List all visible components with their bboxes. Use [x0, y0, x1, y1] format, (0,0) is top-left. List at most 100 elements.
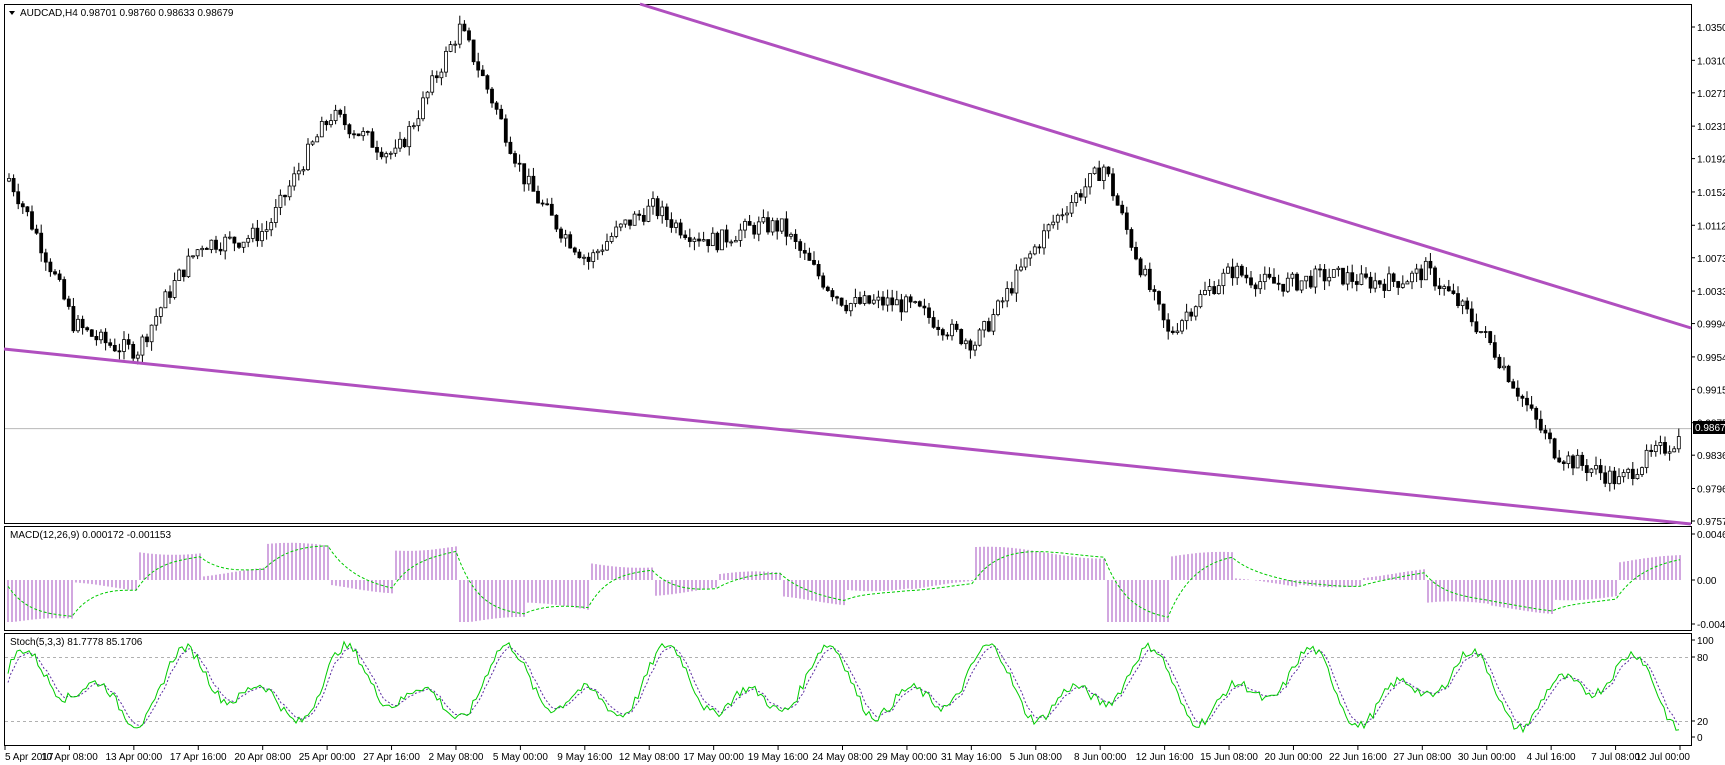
candle-body [20, 203, 25, 208]
candle-body [710, 232, 715, 247]
main-price-pane[interactable] [4, 4, 1692, 524]
candle-body [1083, 186, 1088, 198]
candle-body [34, 228, 39, 234]
candle-body [1396, 281, 1401, 288]
candle-body [1667, 451, 1672, 454]
candle-body [936, 326, 941, 330]
candle-body [986, 321, 991, 332]
candle-body [779, 218, 784, 232]
candle-body [1621, 472, 1626, 478]
candle-body [568, 234, 573, 249]
candle-body [945, 334, 950, 337]
candle-body [1000, 300, 1005, 303]
candle-body [356, 133, 361, 137]
candle-body [894, 299, 899, 306]
macd-tick-label: -0.0046 [1697, 620, 1725, 631]
candle-body [549, 203, 554, 216]
candle-body [678, 222, 683, 236]
macd-pane[interactable] [4, 526, 1692, 631]
candle-body [209, 239, 214, 250]
candle-body [1235, 265, 1240, 279]
candle-body [250, 227, 255, 239]
candle-body [140, 336, 145, 356]
candle-body [16, 191, 21, 205]
candle-body [1014, 269, 1019, 294]
candle-body [30, 211, 34, 230]
candle-body [522, 163, 527, 185]
candle-body [1373, 280, 1378, 289]
candle-body [1276, 282, 1281, 285]
candle-body [1331, 269, 1336, 278]
candle-body [660, 206, 665, 217]
time-tick-label: 17 May 00:00 [683, 752, 744, 763]
time-tick-label: 24 May 08:00 [812, 752, 873, 763]
candle-body [756, 221, 761, 235]
candle-body [398, 138, 402, 149]
candle-body [310, 141, 315, 145]
candle-body [283, 194, 287, 198]
candle-body [1653, 445, 1658, 453]
candle-body [71, 306, 76, 332]
candle-body [1051, 221, 1056, 226]
candle-body [186, 255, 191, 278]
candle-body [1543, 429, 1548, 434]
candle-body [609, 236, 614, 242]
candle-body [747, 221, 752, 226]
candle-body [766, 217, 770, 233]
candle-body [835, 296, 839, 299]
candle-body [434, 75, 439, 79]
dropdown-triangle-icon[interactable] [9, 11, 15, 15]
candle-body [480, 69, 485, 77]
candle-body [1290, 273, 1295, 279]
candle-body [1649, 449, 1654, 453]
candle-body [375, 146, 379, 153]
price-tick-label: 1.01920 [1697, 155, 1725, 166]
candle-body [11, 178, 16, 193]
candle-body [388, 152, 393, 155]
candle-body [1028, 253, 1033, 259]
candle-body [1120, 204, 1125, 214]
candle-body [1382, 283, 1387, 291]
candle-body [996, 300, 1000, 315]
stoch-pane[interactable] [4, 633, 1692, 746]
candle-body [1203, 290, 1207, 295]
candle-body [1442, 286, 1447, 290]
candle-body [577, 251, 582, 259]
candle-body [664, 206, 669, 221]
candle-body [214, 239, 218, 250]
upper-trendline[interactable] [639, 2, 1692, 330]
time-tick-label: 13 Apr 00:00 [105, 752, 162, 763]
candle-body [1023, 257, 1028, 268]
candle-body [1405, 281, 1410, 285]
candle-body [1538, 418, 1543, 431]
time-tick-label: 15 Jun 08:00 [1200, 752, 1258, 763]
candle-body [1548, 432, 1552, 440]
candle-body [899, 299, 904, 313]
candle-body [1377, 280, 1382, 285]
stoch-axis: 100 80 20 0 [1691, 636, 1714, 744]
candle-body [1502, 365, 1506, 369]
stoch-signal-line [7, 645, 1680, 728]
time-tick-label: 12 Jul 00:00 [1636, 752, 1691, 763]
candle-body [554, 214, 559, 230]
candle-body [637, 213, 642, 216]
candle-body [1253, 284, 1258, 290]
candle-body [1571, 455, 1575, 469]
candle-body [729, 241, 734, 244]
time-tick-label: 10 Apr 08:00 [41, 752, 98, 763]
candle-body [908, 296, 913, 303]
candle-body [1589, 468, 1594, 474]
candle-body [720, 229, 724, 251]
candle-body [917, 301, 922, 307]
candle-body [393, 147, 398, 154]
candle-body [1511, 381, 1516, 389]
lower-trendline[interactable] [3, 347, 1692, 526]
candle-body [1042, 230, 1046, 249]
candle-body [338, 109, 343, 115]
candle-body [347, 124, 352, 135]
candle-body [255, 227, 260, 242]
candle-body [1419, 268, 1424, 281]
